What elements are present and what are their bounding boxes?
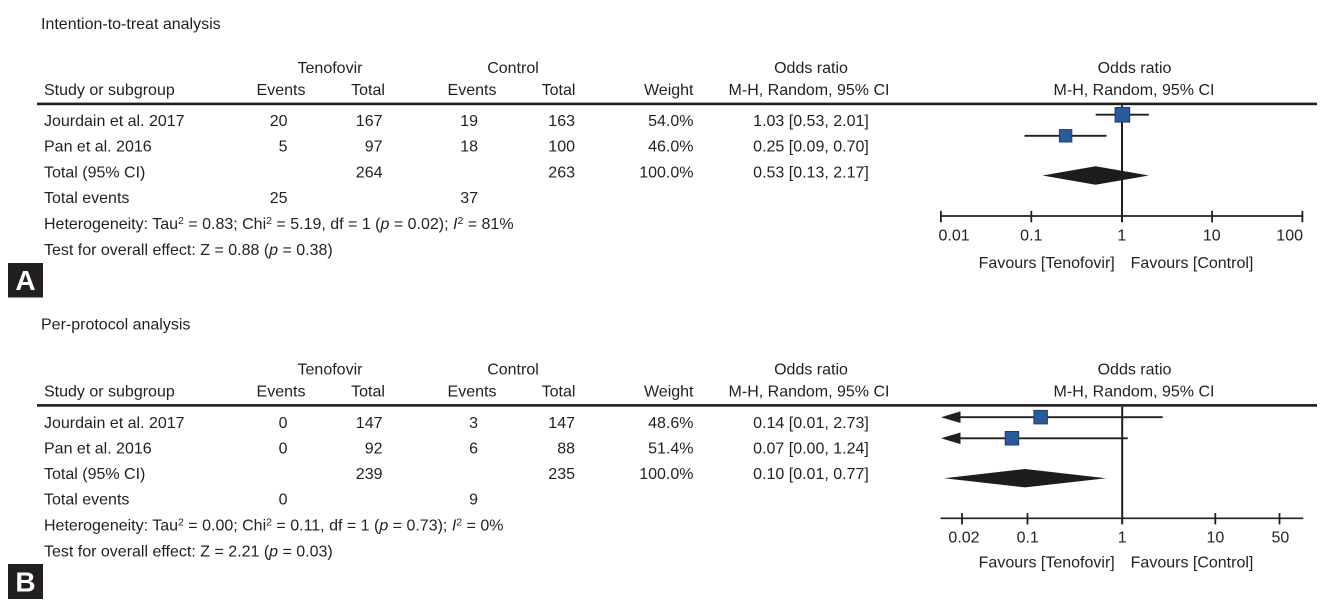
svg-text:Total (95% CI): Total (95% CI) (44, 165, 145, 182)
svg-text:100.0%: 100.0% (639, 466, 693, 483)
svg-text:48.6%: 48.6% (648, 415, 693, 432)
svg-text:Study or subgroup: Study or subgroup (44, 82, 175, 99)
svg-text:Events: Events (448, 82, 497, 99)
svg-text:0.1: 0.1 (1017, 530, 1039, 547)
svg-text:Tenofovir: Tenofovir (298, 60, 364, 77)
svg-text:Test for overall effect: Z = 0: Test for overall effect: Z = 0.88 (p = 0… (44, 242, 333, 259)
svg-text:147: 147 (356, 415, 383, 432)
svg-text:M-H, Random, 95% CI: M-H, Random, 95% CI (1054, 82, 1215, 99)
svg-text:A: A (15, 265, 35, 296)
svg-text:Study or subgroup: Study or subgroup (44, 384, 175, 401)
svg-text:Per-protocol analysis: Per-protocol analysis (41, 317, 190, 334)
svg-text:M-H, Random, 95% CI: M-H, Random, 95% CI (729, 82, 890, 99)
svg-text:Odds ratio: Odds ratio (774, 362, 848, 379)
svg-text:0: 0 (279, 492, 288, 509)
svg-text:Favours [Tenofovir]: Favours [Tenofovir] (979, 554, 1115, 571)
svg-text:Jourdain et al. 2017: Jourdain et al. 2017 (44, 113, 185, 130)
svg-text:239: 239 (356, 466, 383, 483)
svg-text:1: 1 (1117, 228, 1126, 245)
svg-text:Events: Events (257, 82, 306, 99)
svg-text:Total: Total (351, 82, 385, 99)
svg-text:0: 0 (279, 415, 288, 432)
svg-text:0: 0 (279, 441, 288, 458)
svg-text:Heterogeneity: Tau2 = 0.00; Ch: Heterogeneity: Tau2 = 0.00; Chi2 = 0.11,… (44, 517, 503, 535)
svg-text:0.14 [0.01, 2.73]: 0.14 [0.01, 2.73] (753, 415, 869, 432)
svg-text:Total: Total (542, 82, 576, 99)
svg-text:264: 264 (356, 165, 383, 182)
svg-text:Test for overall effect: Z = 2: Test for overall effect: Z = 2.21 (p = 0… (44, 544, 333, 561)
svg-text:Total events: Total events (44, 190, 129, 207)
svg-text:Odds ratio: Odds ratio (774, 60, 848, 77)
svg-text:147: 147 (548, 415, 575, 432)
svg-text:Total: Total (351, 384, 385, 401)
svg-text:0.53 [0.13, 2.17]: 0.53 [0.13, 2.17] (753, 165, 869, 182)
svg-text:Total (95% CI): Total (95% CI) (44, 466, 145, 483)
svg-text:Total events: Total events (44, 492, 129, 509)
svg-text:25: 25 (270, 190, 288, 207)
svg-text:0.10 [0.01, 0.77]: 0.10 [0.01, 0.77] (753, 466, 869, 483)
svg-text:235: 235 (548, 466, 575, 483)
svg-text:97: 97 (365, 139, 383, 156)
svg-text:100.0%: 100.0% (639, 165, 693, 182)
svg-text:0.25 [0.09, 0.70]: 0.25 [0.09, 0.70] (753, 139, 869, 156)
svg-text:Jourdain et al. 2017: Jourdain et al. 2017 (44, 415, 185, 432)
svg-text:Events: Events (257, 384, 306, 401)
svg-text:Odds ratio: Odds ratio (1098, 362, 1172, 379)
svg-text:6: 6 (469, 441, 478, 458)
svg-text:Favours [Tenofovir]: Favours [Tenofovir] (979, 255, 1115, 272)
svg-text:50: 50 (1272, 530, 1290, 547)
svg-text:Total: Total (542, 384, 576, 401)
svg-text:3: 3 (469, 415, 478, 432)
svg-text:Weight: Weight (644, 384, 694, 401)
svg-text:88: 88 (557, 441, 575, 458)
svg-text:163: 163 (548, 113, 575, 130)
svg-text:0.02: 0.02 (948, 530, 979, 547)
svg-text:9: 9 (469, 492, 478, 509)
svg-text:5: 5 (279, 139, 288, 156)
svg-text:51.4%: 51.4% (648, 441, 693, 458)
svg-text:19: 19 (460, 113, 478, 130)
svg-text:167: 167 (356, 113, 383, 130)
svg-text:10: 10 (1207, 530, 1225, 547)
svg-text:37: 37 (460, 190, 478, 207)
svg-text:M-H, Random, 95% CI: M-H, Random, 95% CI (1054, 384, 1215, 401)
svg-text:Heterogeneity: Tau2 = 0.83; Ch: Heterogeneity: Tau2 = 0.83; Chi2 = 5.19,… (44, 215, 514, 233)
svg-text:46.0%: 46.0% (648, 139, 693, 156)
svg-text:20: 20 (270, 113, 288, 130)
svg-text:Favours [Control]: Favours [Control] (1131, 554, 1254, 571)
svg-text:10: 10 (1203, 228, 1221, 245)
svg-text:0.07 [0.00, 1.24]: 0.07 [0.00, 1.24] (753, 441, 869, 458)
svg-text:B: B (15, 567, 35, 598)
svg-text:100: 100 (1276, 228, 1303, 245)
svg-text:54.0%: 54.0% (648, 113, 693, 130)
svg-text:Tenofovir: Tenofovir (298, 362, 364, 379)
svg-text:Pan et al. 2016: Pan et al. 2016 (44, 139, 152, 156)
svg-text:Control: Control (487, 362, 539, 379)
svg-text:Weight: Weight (644, 82, 694, 99)
svg-text:100: 100 (548, 139, 575, 156)
svg-text:Odds ratio: Odds ratio (1098, 60, 1172, 77)
svg-text:0.1: 0.1 (1020, 228, 1042, 245)
svg-text:M-H, Random, 95% CI: M-H, Random, 95% CI (729, 384, 890, 401)
svg-text:Control: Control (487, 60, 539, 77)
svg-text:1: 1 (1118, 530, 1127, 547)
svg-text:263: 263 (548, 165, 575, 182)
svg-text:0.01: 0.01 (939, 228, 970, 245)
svg-text:1.03 [0.53, 2.01]: 1.03 [0.53, 2.01] (753, 113, 869, 130)
svg-text:Intention-to-treat analysis: Intention-to-treat analysis (41, 16, 221, 33)
svg-text:92: 92 (365, 441, 383, 458)
svg-text:Pan et al. 2016: Pan et al. 2016 (44, 441, 152, 458)
svg-text:Events: Events (448, 384, 497, 401)
svg-text:Favours [Control]: Favours [Control] (1131, 255, 1254, 272)
svg-text:18: 18 (460, 139, 478, 156)
